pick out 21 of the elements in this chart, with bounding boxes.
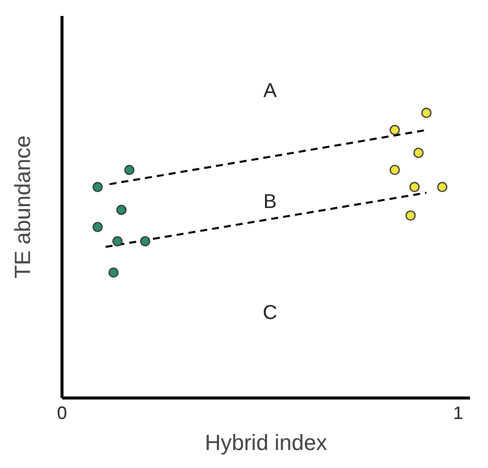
- point: [108, 267, 119, 278]
- point: [413, 148, 424, 158]
- point: [405, 210, 416, 221]
- x-tick-label: 1: [453, 402, 464, 423]
- text: A: [263, 78, 277, 103]
- annotation: B: [263, 190, 277, 214]
- point: [421, 108, 432, 118]
- point: [390, 124, 400, 136]
- annotation: C: [262, 300, 278, 325]
- point: [116, 204, 127, 215]
- point: [437, 182, 448, 192]
- point: [409, 182, 420, 192]
- point: [124, 164, 134, 176]
- point: [140, 236, 150, 246]
- y-axis-title: TE abundance: [10, 135, 35, 279]
- x-tick-label: 0: [56, 402, 68, 423]
- x-axis-title: Hybrid index: [204, 430, 328, 455]
- point: [92, 222, 103, 232]
- point: [112, 236, 123, 246]
- point: [92, 182, 103, 192]
- point: [390, 164, 400, 176]
